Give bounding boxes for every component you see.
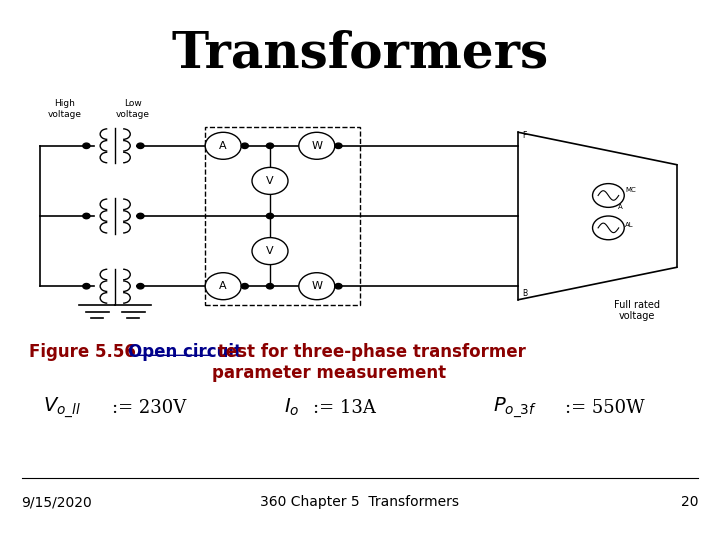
Text: AL: AL	[625, 222, 634, 228]
Circle shape	[83, 284, 90, 289]
Text: Full rated
voltage: Full rated voltage	[614, 300, 660, 321]
Text: := 230V: := 230V	[112, 399, 186, 417]
Circle shape	[299, 132, 335, 159]
Circle shape	[137, 213, 144, 219]
Circle shape	[137, 284, 144, 289]
Text: Low
voltage: Low voltage	[116, 99, 150, 119]
Text: := 550W: := 550W	[565, 399, 645, 417]
Text: 20: 20	[681, 495, 698, 509]
Text: A: A	[618, 204, 623, 210]
Text: F: F	[522, 131, 526, 140]
Text: A: A	[220, 281, 227, 291]
Circle shape	[252, 238, 288, 265]
Text: 9/15/2020: 9/15/2020	[22, 495, 92, 509]
Text: Transformers: Transformers	[171, 30, 549, 79]
Circle shape	[266, 284, 274, 289]
Text: $V_{o\_ll}$: $V_{o\_ll}$	[43, 396, 81, 420]
Text: V: V	[266, 176, 274, 186]
Circle shape	[137, 143, 144, 148]
Circle shape	[335, 284, 342, 289]
Circle shape	[335, 143, 342, 148]
Circle shape	[593, 184, 624, 207]
Circle shape	[241, 143, 248, 148]
Text: W: W	[311, 281, 323, 291]
Text: Figure 5.56: Figure 5.56	[29, 343, 147, 361]
Circle shape	[205, 132, 241, 159]
Circle shape	[299, 273, 335, 300]
Text: := 13A: := 13A	[313, 399, 376, 417]
Text: MC: MC	[625, 187, 636, 193]
Text: A: A	[220, 141, 227, 151]
Text: 360 Chapter 5  Transformers: 360 Chapter 5 Transformers	[261, 495, 459, 509]
Circle shape	[593, 216, 624, 240]
Circle shape	[83, 213, 90, 219]
Text: High
voltage: High voltage	[48, 99, 82, 119]
Circle shape	[205, 273, 241, 300]
Text: $I_{o}$: $I_{o}$	[284, 397, 300, 418]
Text: test for three-phase transformer
parameter measurement: test for three-phase transformer paramet…	[212, 343, 526, 382]
Text: Open circuit: Open circuit	[128, 343, 242, 361]
Circle shape	[252, 167, 288, 194]
Circle shape	[266, 213, 274, 219]
Circle shape	[266, 143, 274, 148]
Circle shape	[241, 284, 248, 289]
Text: M: M	[599, 190, 605, 197]
Text: $P_{o\_3f}$: $P_{o\_3f}$	[493, 396, 537, 420]
Circle shape	[83, 143, 90, 148]
Text: B: B	[522, 289, 527, 298]
Bar	[205, 127, 360, 305]
Text: W: W	[311, 141, 323, 151]
Text: V: V	[266, 246, 274, 256]
